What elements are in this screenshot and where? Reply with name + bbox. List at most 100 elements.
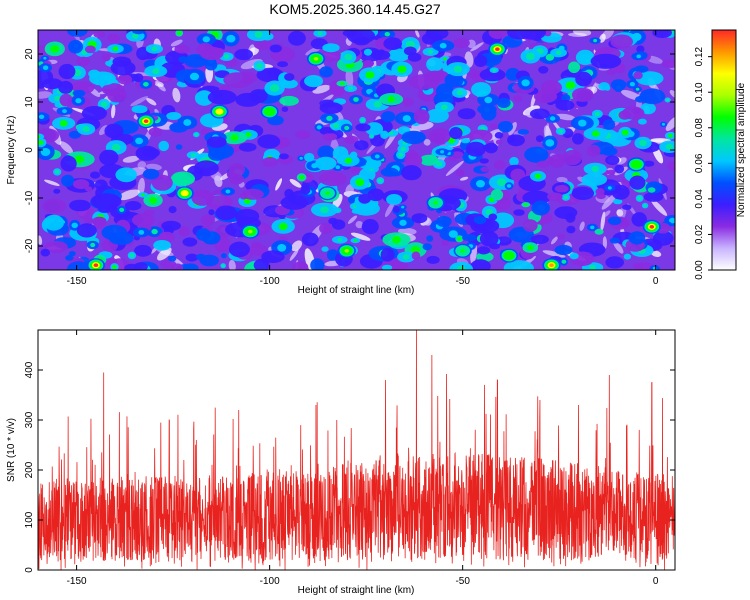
heatmap-blob-core: [476, 180, 485, 188]
heatmap-blob-core: [550, 116, 556, 121]
heatmap-blob: [652, 30, 672, 38]
heatmap-blob-core: [190, 153, 196, 157]
heatmap-blob: [124, 263, 139, 270]
heatmap-trough: [550, 236, 558, 245]
heatmap-blob: [413, 109, 430, 125]
heatmap-blob: [59, 93, 73, 107]
heatmap-blob: [267, 67, 280, 78]
heatmap-blob: [428, 128, 451, 145]
heatmap-blob: [605, 256, 624, 269]
heatmap-blob-core: [353, 239, 357, 242]
heatmap-trough: [601, 193, 618, 210]
heatmap-blob-core: [112, 46, 119, 51]
heatmap-blob: [386, 194, 403, 205]
heatmap-blob-core: [661, 122, 666, 126]
heatmap-blob: [513, 95, 523, 102]
heatmap-blob: [426, 255, 440, 264]
heatmap-blob: [202, 231, 221, 245]
heatmap-blob-core: [317, 31, 323, 36]
heatmap-blob-core: [398, 152, 404, 157]
heatmap-blob: [380, 247, 395, 262]
heatmap-blob: [643, 160, 655, 167]
heatmap-blob: [67, 30, 88, 37]
heatmap-blob-core: [665, 143, 674, 150]
heatmap-blob: [629, 175, 646, 190]
heatmap-blob: [393, 205, 400, 213]
x-tick-label: -100: [260, 576, 280, 587]
heatmap-blob: [194, 90, 214, 106]
heatmap-blob: [554, 206, 578, 220]
heatmap-blob: [107, 33, 120, 43]
heatmap-blob: [554, 185, 569, 193]
heatmap-blob: [566, 225, 576, 234]
heatmap-blob-core: [563, 195, 569, 200]
heatmap-trough: [347, 215, 358, 224]
heatmap-blob: [571, 186, 595, 200]
heatmap-blob: [467, 69, 479, 78]
heatmap-hotspot: [549, 263, 554, 268]
heatmap-blob-core: [521, 79, 530, 87]
heatmap-blob: [65, 255, 74, 261]
heatmap-blob: [361, 219, 379, 235]
heatmap-trough: [122, 155, 140, 163]
heatmap-blob: [353, 37, 370, 46]
heatmap-blob: [215, 205, 237, 221]
heatmap-blob-core: [401, 205, 405, 209]
y-tick-label: 400: [24, 361, 35, 378]
heatmap-blob: [411, 213, 428, 224]
heatmap-blob-core: [43, 56, 47, 60]
heatmap-blob: [349, 166, 361, 174]
snr-y-ticks: 0 100 200 300 400: [24, 361, 675, 573]
heatmap-hotspot: [506, 253, 512, 258]
heatmap-blob: [280, 195, 308, 210]
heatmap-blob: [623, 253, 632, 260]
heatmap-blob: [158, 140, 169, 152]
heatmap-blob-core: [316, 125, 322, 130]
heatmap-blob-core: [565, 81, 576, 90]
heatmap-blob: [76, 56, 91, 67]
chart-title: KOM5.2025.360.14.45.G27: [269, 1, 440, 17]
heatmap-blob-core: [545, 53, 555, 61]
heatmap-blob-core: [410, 246, 421, 254]
heatmap-blob: [196, 253, 206, 261]
heatmap-blob: [115, 167, 137, 183]
heatmap-blob: [490, 189, 504, 201]
heatmap-blob-core: [555, 50, 562, 55]
heatmap-blob-core: [400, 146, 406, 152]
heatmap-blob: [557, 234, 565, 240]
snr-x-ticks: -150 -100 -50 0: [67, 330, 659, 587]
heatmap-blob: [383, 37, 403, 50]
heatmap-blob-core: [337, 237, 343, 242]
heatmap-blob: [433, 93, 455, 105]
heatmap-blob: [631, 212, 647, 227]
heatmap-blob: [473, 216, 487, 225]
heatmap-blob: [196, 42, 214, 57]
heatmap-blob: [117, 74, 133, 85]
heatmap-blob-core: [484, 96, 493, 104]
heatmap-blob: [281, 106, 289, 112]
heatmap-blob-core: [183, 119, 192, 126]
heatmap-blob: [370, 50, 391, 60]
heatmap-trough: [464, 51, 474, 68]
heatmap-trough: [355, 220, 364, 229]
heatmap-blob: [58, 63, 76, 80]
heatmap-blob-core: [344, 53, 353, 61]
heatmap-content: [38, 30, 675, 270]
heatmap-blob: [321, 246, 329, 252]
heatmap-blob: [605, 155, 620, 165]
heatmap-blob: [562, 149, 582, 166]
colorbar-tick-label: 0.06: [694, 153, 705, 173]
heatmap-blob: [322, 43, 340, 53]
heatmap-blob: [425, 30, 449, 40]
heatmap-blob: [101, 53, 111, 62]
heatmap-blob: [653, 230, 674, 246]
heatmap-blob: [606, 169, 616, 175]
heatmap-blob: [104, 123, 124, 139]
heatmap-blob: [408, 74, 439, 90]
heatmap-blob: [208, 209, 215, 216]
heatmap-blob: [590, 53, 622, 69]
x-tick-label: -150: [67, 576, 87, 587]
heatmap-hotspot: [143, 119, 149, 123]
heatmap-blob: [328, 217, 338, 225]
heatmap-blob: [304, 152, 315, 162]
